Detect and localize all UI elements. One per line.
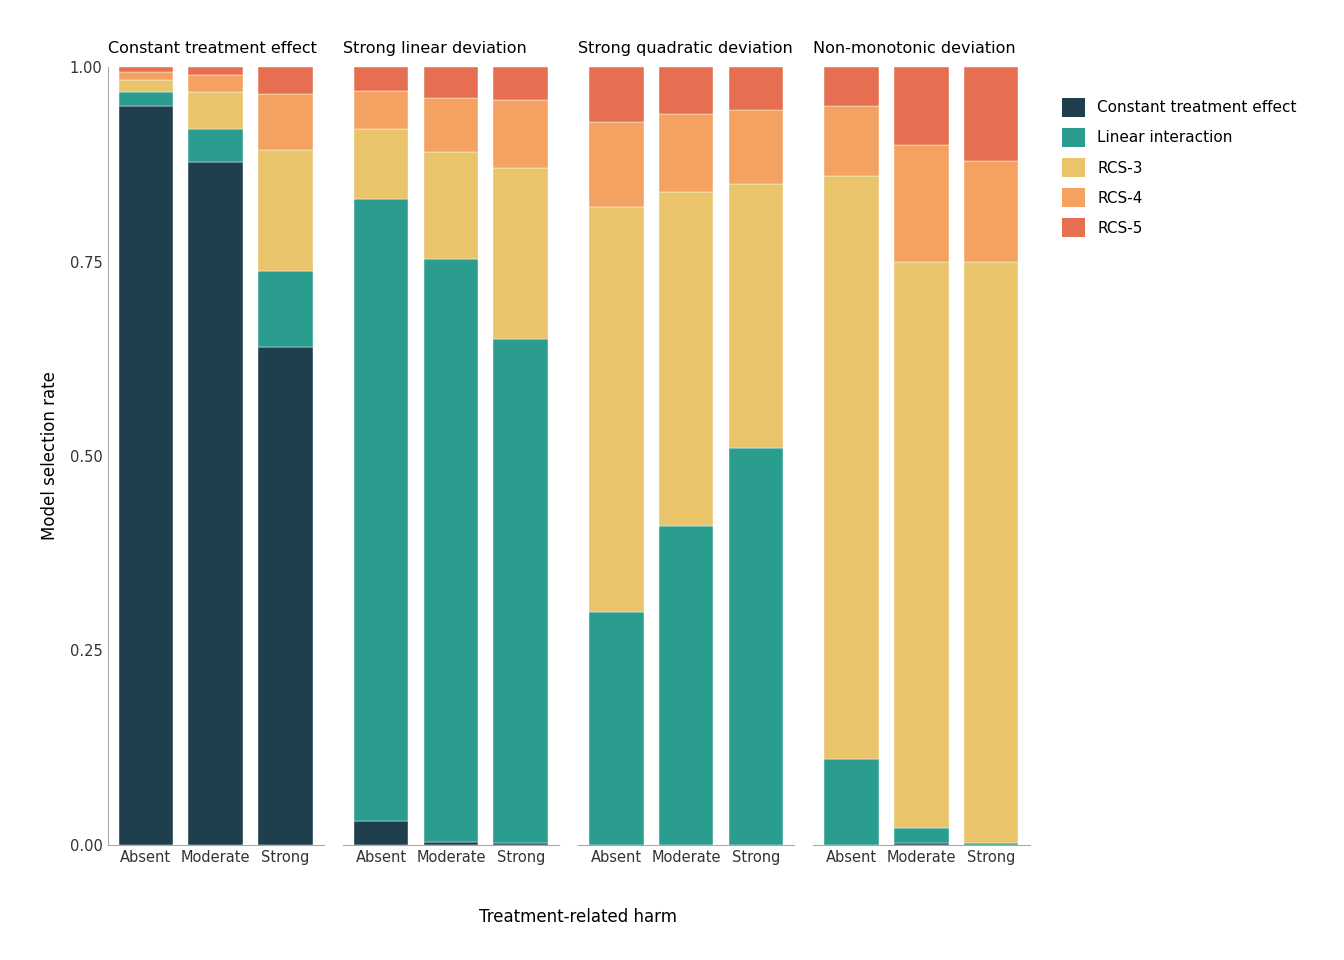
Bar <box>493 100 548 168</box>
Bar <box>894 843 949 845</box>
Bar <box>589 67 644 122</box>
Bar <box>728 448 784 845</box>
Bar <box>118 67 173 72</box>
Bar <box>423 259 478 843</box>
Bar <box>188 75 243 92</box>
Bar <box>353 90 409 130</box>
Bar <box>258 67 313 94</box>
Bar <box>964 160 1019 261</box>
Text: Strong linear deviation: Strong linear deviation <box>343 41 527 57</box>
Bar <box>353 67 409 90</box>
Bar <box>118 80 173 92</box>
Bar <box>188 162 243 845</box>
Bar <box>824 67 879 106</box>
Bar <box>258 348 313 845</box>
Bar <box>659 526 714 845</box>
Bar <box>493 67 548 100</box>
Bar <box>493 339 548 843</box>
Bar <box>188 67 243 75</box>
Bar <box>589 612 644 845</box>
Bar <box>188 92 243 130</box>
Bar <box>118 106 173 845</box>
Bar <box>659 114 714 192</box>
Bar <box>728 67 784 110</box>
Bar <box>493 168 548 339</box>
Text: Treatment-related harm: Treatment-related harm <box>478 908 677 925</box>
Bar <box>423 843 478 845</box>
Bar <box>894 828 949 843</box>
Bar <box>964 843 1019 845</box>
Bar <box>659 192 714 526</box>
Legend: Constant treatment effect, Linear interaction, RCS-3, RCS-4, RCS-5: Constant treatment effect, Linear intera… <box>1055 90 1305 245</box>
Bar <box>493 843 548 845</box>
Y-axis label: Model selection rate: Model selection rate <box>40 372 59 540</box>
Bar <box>824 106 879 176</box>
Bar <box>258 94 313 151</box>
Bar <box>728 183 784 448</box>
Bar <box>894 67 949 145</box>
Bar <box>964 261 1019 843</box>
Bar <box>824 759 879 845</box>
Bar <box>423 98 478 152</box>
Bar <box>353 822 409 845</box>
Text: Strong quadratic deviation: Strong quadratic deviation <box>578 41 793 57</box>
Bar <box>728 110 784 183</box>
Bar <box>659 67 714 114</box>
Bar <box>353 200 409 822</box>
Bar <box>423 67 478 98</box>
Text: Constant treatment effect: Constant treatment effect <box>108 41 316 57</box>
Bar <box>423 152 478 259</box>
Bar <box>353 130 409 200</box>
Bar <box>118 72 173 80</box>
Bar <box>894 261 949 828</box>
Bar <box>188 130 243 162</box>
Bar <box>964 67 1019 160</box>
Bar <box>824 176 879 759</box>
Bar <box>589 207 644 612</box>
Bar <box>118 92 173 106</box>
Bar <box>258 271 313 348</box>
Bar <box>258 151 313 271</box>
Bar <box>589 122 644 207</box>
Bar <box>894 145 949 261</box>
Text: Non-monotonic deviation: Non-monotonic deviation <box>813 41 1016 57</box>
